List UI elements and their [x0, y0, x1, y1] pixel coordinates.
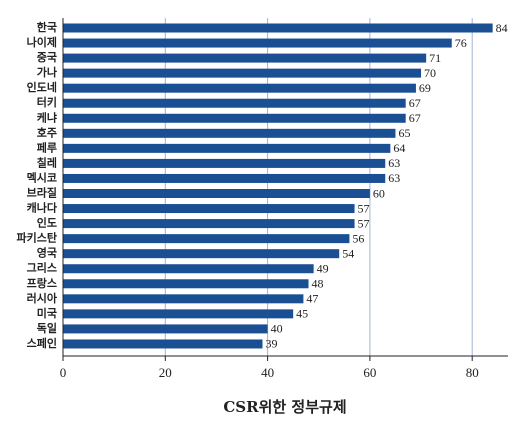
value-label: 45 [296, 307, 308, 321]
y-tick-label: 브라질 [27, 186, 57, 200]
value-label: 67 [409, 111, 421, 125]
bar [63, 279, 309, 289]
y-tick-label: 프랑스 [27, 277, 57, 290]
value-label: 60 [373, 186, 385, 200]
y-tick-label: 파키스탄 [17, 231, 57, 245]
x-tick-label: 80 [466, 365, 479, 380]
y-tick-label: 호주 [37, 125, 57, 139]
x-tick-label: 20 [159, 365, 172, 380]
bar [63, 23, 493, 33]
value-label: 69 [419, 81, 431, 95]
y-tick-label: 인도 [37, 216, 57, 230]
bar [63, 339, 263, 349]
bar [63, 249, 340, 259]
value-label: 84 [496, 21, 508, 35]
value-label: 64 [393, 141, 405, 155]
bar [63, 309, 294, 319]
value-label: 63 [388, 171, 400, 185]
bar [63, 204, 355, 214]
bar [63, 324, 268, 334]
value-label: 76 [455, 36, 467, 50]
value-label: 47 [306, 292, 318, 306]
x-tick-label: 0 [60, 365, 67, 380]
x-tick-label: 60 [363, 365, 376, 380]
bar [63, 158, 386, 168]
bar [63, 189, 370, 198]
y-tick-label: 그리스 [27, 261, 57, 275]
value-label: 65 [398, 126, 410, 140]
y-tick-label: 영국 [37, 247, 57, 260]
y-tick-label: 나이제 [27, 35, 57, 49]
value-label: 63 [388, 156, 400, 170]
y-tick-label: 러시아 [27, 291, 58, 305]
bar [63, 234, 350, 244]
value-label: 57 [358, 201, 370, 215]
y-tick-label: 독일 [37, 321, 57, 335]
y-tick-label: 스페인 [27, 336, 57, 350]
value-label: 54 [342, 246, 354, 260]
y-tick-label: 케냐 [37, 110, 57, 124]
x-axis-label: CSR위한 정부규제 [223, 398, 346, 416]
y-tick-label: 멕시코 [27, 170, 57, 184]
bar [63, 264, 314, 274]
y-tick-label: 미국 [37, 306, 57, 320]
y-tick-label: 터키 [37, 95, 57, 109]
value-label: 70 [424, 66, 436, 80]
x-tick-label: 40 [261, 365, 274, 380]
value-label: 67 [409, 96, 421, 110]
bar [63, 219, 355, 229]
value-label: 40 [271, 322, 283, 336]
value-label: 48 [312, 277, 324, 291]
y-tick-label: 한국 [37, 20, 57, 34]
value-label: 49 [317, 261, 329, 275]
y-tick-label: 가나 [37, 65, 57, 79]
bar [63, 98, 406, 108]
bar [63, 38, 452, 48]
y-tick-label: 칠레 [37, 155, 57, 169]
y-tick-label: 중국 [37, 51, 57, 64]
value-label: 57 [358, 216, 370, 230]
value-label: 71 [429, 51, 441, 65]
y-tick-label: 페루 [37, 140, 57, 154]
bar [63, 53, 427, 63]
bar [63, 294, 304, 304]
bar [63, 173, 386, 183]
y-tick-label: 캐나다 [27, 201, 58, 215]
value-label: 56 [352, 231, 364, 245]
y-tick-label: 인도네 [27, 80, 57, 94]
bar [63, 128, 396, 138]
bar [63, 113, 406, 123]
bar [63, 83, 416, 93]
bar [63, 68, 422, 78]
bar [63, 143, 391, 153]
value-label: 39 [265, 337, 277, 351]
